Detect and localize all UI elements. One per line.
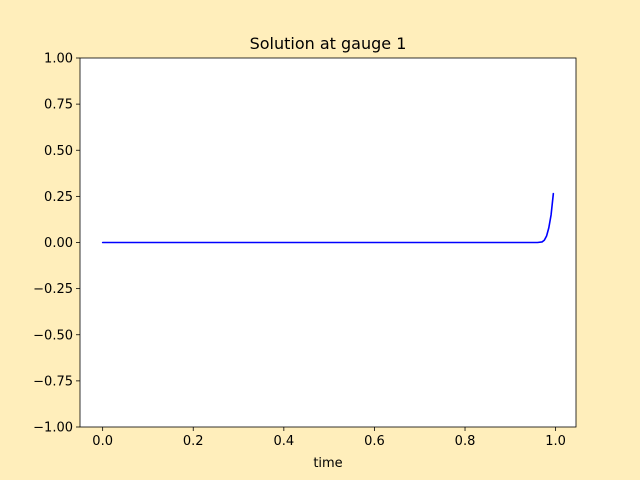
y-tick-label: 1.00 bbox=[44, 52, 73, 67]
series-line bbox=[101, 192, 555, 244]
y-tick-label: −0.75 bbox=[33, 374, 73, 389]
y-tick-label: 0.75 bbox=[44, 98, 73, 113]
chart-title: Solution at gauge 1 bbox=[250, 34, 407, 53]
x-tick-label: 0.8 bbox=[455, 434, 476, 449]
x-tick-label: 0.4 bbox=[273, 434, 294, 449]
x-tick-label: 1.0 bbox=[545, 434, 566, 449]
y-tick-label: −0.50 bbox=[33, 328, 73, 343]
x-tick-label: 0.6 bbox=[364, 434, 385, 449]
y-axis-ticks: −1.00 −0.75 −0.50 −0.25 0.00 0.25 0.50 0.75 1.00 bbox=[33, 52, 80, 436]
plot-lines bbox=[101, 192, 555, 244]
x-tick-label: 0.0 bbox=[92, 434, 113, 449]
y-tick-label: 0.00 bbox=[44, 236, 73, 251]
x-axis-label: time bbox=[313, 456, 342, 471]
x-axis-ticks: 0.0 0.2 0.4 0.6 0.8 1.0 bbox=[92, 427, 566, 449]
y-tick-label: 0.50 bbox=[44, 144, 73, 159]
y-tick-label: −0.25 bbox=[33, 282, 73, 297]
y-tick-label: −1.00 bbox=[33, 421, 73, 436]
x-tick-label: 0.2 bbox=[183, 434, 204, 449]
y-tick-label: 0.25 bbox=[44, 190, 73, 205]
